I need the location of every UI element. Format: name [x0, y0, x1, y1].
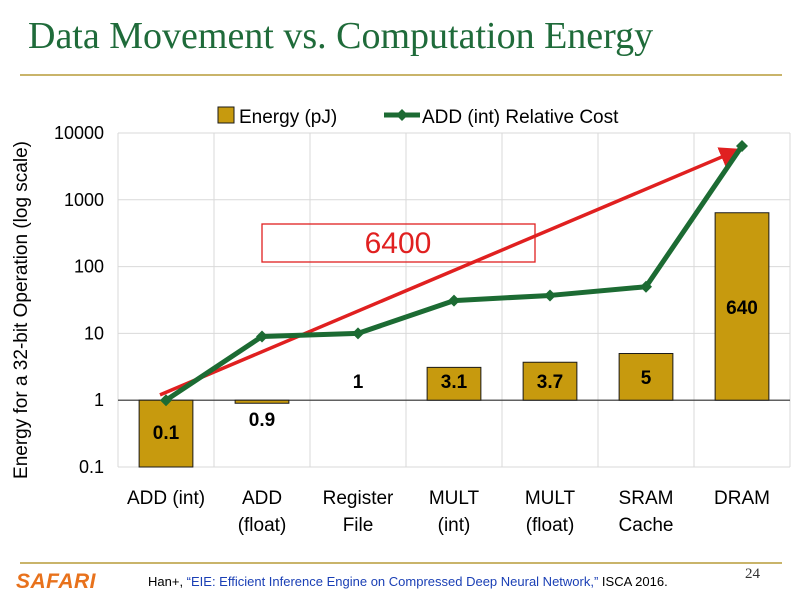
- x-tick-label: (int): [438, 515, 471, 536]
- bar: [522, 361, 578, 401]
- y-tick-label: 1: [94, 390, 104, 410]
- x-tick-label: ADD: [242, 488, 282, 509]
- annotation-layer: 6400: [159, 147, 741, 397]
- citation-venue: ISCA 2016.: [598, 574, 668, 589]
- x-tick-label: DRAM: [714, 488, 770, 509]
- axis-layer: 0.1 1 10 100 1000 10000 Energy for a 32-bit Op…: [11, 123, 791, 536]
- energy-chart: 0.1 1 10 100 1000 10000 Energy for a 32-bit Op…: [11, 106, 791, 536]
- line-marker: [352, 327, 364, 340]
- x-tick-label: ADD (int): [127, 488, 205, 509]
- bar: [426, 366, 482, 401]
- x-tick-label: Register: [323, 488, 394, 509]
- data-label: 3.1: [441, 372, 468, 393]
- y-tick-label: 1000: [64, 190, 104, 210]
- footer-rule: [20, 562, 782, 564]
- y-axis-title: Energy for a 32-bit Operation (log scale…: [11, 141, 32, 479]
- legend-label-relative-cost: ADD (int) Relative Cost: [422, 107, 619, 128]
- bar: [618, 353, 674, 401]
- title-rule: [20, 74, 782, 76]
- page-number: 24: [745, 566, 760, 582]
- bar-layer: [138, 212, 770, 468]
- annotation-arrow: [159, 147, 741, 397]
- line-marker: [448, 294, 460, 307]
- bar: [714, 212, 770, 401]
- y-tick-label: 0.1: [79, 457, 104, 477]
- line-layer: [160, 139, 748, 407]
- y-tick-label: 10: [84, 323, 104, 343]
- x-tick-label: (float): [526, 515, 575, 536]
- x-tick-label: File: [343, 515, 374, 536]
- data-label: 3.7: [537, 372, 563, 393]
- annotation-label: 6400: [365, 227, 432, 260]
- x-tick-label: (float): [238, 515, 287, 536]
- line-marker: [256, 330, 268, 343]
- legend-swatch-energy: [217, 106, 235, 124]
- legend-label-energy: Energy (pJ): [239, 107, 337, 128]
- y-tick-label: 100: [74, 257, 104, 277]
- line-marker: [544, 289, 556, 302]
- bar: [138, 399, 194, 468]
- data-label: 1: [353, 372, 364, 393]
- line-marker: [736, 139, 748, 152]
- line-marker: [160, 394, 172, 407]
- x-tick-label: Cache: [619, 515, 674, 536]
- citation-paper: “EIE: Efficient Inference Engine on Comp…: [186, 574, 599, 589]
- safari-logo: SAFARI: [16, 570, 97, 593]
- slide-title: Data Movement vs. Computation Energy: [28, 15, 654, 57]
- annotation-box: [261, 223, 536, 263]
- x-tick-label: MULT: [525, 488, 576, 509]
- bar: [234, 399, 290, 404]
- y-tick-label: 10000: [54, 123, 104, 143]
- legend-swatch-marker: [396, 109, 408, 121]
- data-label: 5: [641, 368, 652, 389]
- data-label: 0.9: [249, 410, 275, 431]
- citation-authors: Han+,: [148, 574, 187, 589]
- citation: Han+, “EIE: Efficient Inference Engine o…: [148, 574, 668, 589]
- x-tick-label: MULT: [429, 488, 480, 509]
- legend: Energy (pJ) ADD (int) Relative Cost: [217, 106, 619, 128]
- line-marker: [640, 280, 652, 293]
- label-layer: 0.1 0.9 1 3.1 3.7 5 640: [153, 298, 758, 444]
- data-label: 0.1: [153, 423, 180, 444]
- data-label: 640: [726, 298, 758, 319]
- x-tick-label: SRAM: [619, 488, 674, 509]
